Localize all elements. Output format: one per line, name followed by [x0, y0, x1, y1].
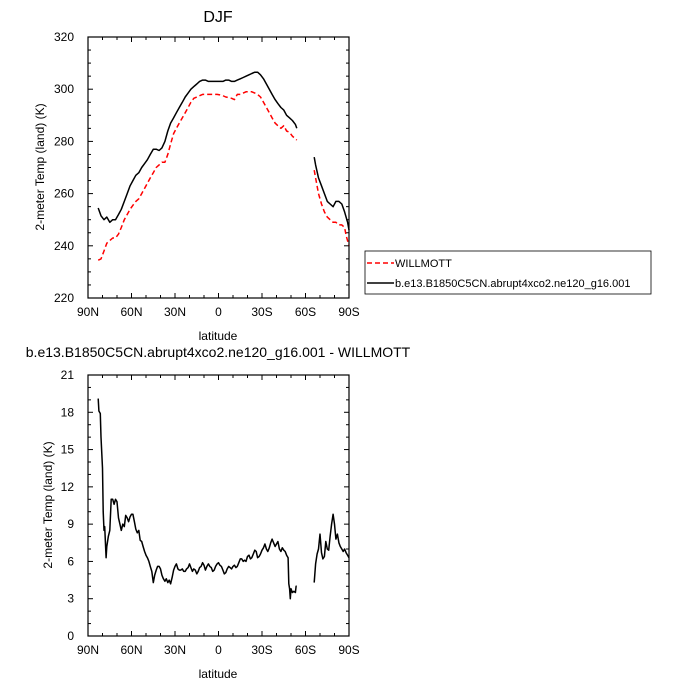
- top-series-1-line-segment-0: [97, 71, 298, 224]
- chart-top-ylabel: 2-meter Temp (land) (K): [33, 103, 47, 230]
- top-y-tick-label: 240: [54, 239, 74, 253]
- top-series-0-line-segment-0: [97, 91, 298, 261]
- bottom-x-tick-label: 60S: [295, 643, 316, 657]
- top-x-tick-label: 90S: [338, 305, 359, 319]
- top-x-tick-label: 0: [215, 305, 222, 319]
- bottom-y-tick-label: 18: [61, 405, 75, 419]
- top-series-0-line-segment-1: [313, 169, 350, 247]
- top-x-tick-label: 30S: [251, 305, 272, 319]
- chart-top-xlabel: latitude: [199, 329, 238, 343]
- bottom-y-tick-label: 15: [61, 443, 75, 457]
- top-x-tick-label: 60N: [120, 305, 142, 319]
- chart-bottom-title: b.e13.B1850C5CN.abrupt4xco2.ne120_g16.00…: [26, 344, 411, 360]
- bottom-y-tick-label: 6: [67, 554, 74, 568]
- top-y-tick-label: 220: [54, 291, 74, 305]
- top-y-tick-label: 260: [54, 187, 74, 201]
- top-y-tick-label: 300: [54, 82, 74, 96]
- bottom-y-tick-label: 12: [61, 480, 75, 494]
- chart-top-title: DJF: [203, 9, 233, 26]
- legend-label-model: b.e13.B1850C5CN.abrupt4xco2.ne120_g16.00…: [395, 278, 630, 290]
- chart-bottom-frame: [87, 374, 350, 637]
- chart-top: DJF 90N 60N 30N 0 30S 60S 90S 220 240 260 280 300 32…: [33, 9, 652, 343]
- legend-label-willmott: WILLMOTT: [395, 258, 452, 270]
- bottom-y-tick-label: 0: [67, 629, 74, 643]
- top-x-tick-label: 90N: [77, 305, 99, 319]
- top-x-tick-label: 30N: [164, 305, 186, 319]
- bottom-x-tick-label: 60N: [120, 643, 142, 657]
- bottom-series-0-line-segment-0: [97, 398, 297, 600]
- bottom-series-0-line-segment-1: [313, 513, 350, 583]
- bottom-x-tick-label: 0: [215, 643, 222, 657]
- chart-top-frame: [87, 36, 350, 299]
- chart-bottom-plot-area: 90N 60N 30N 0 30S 60S 90S 0 3 6 9 12 15 18 21: [61, 368, 360, 657]
- top-x-tick-label: 60S: [295, 305, 316, 319]
- bottom-x-tick-label: 30S: [251, 643, 272, 657]
- legend-box: [364, 250, 652, 295]
- bottom-x-tick-label: 30N: [164, 643, 186, 657]
- bottom-y-tick-label: 21: [61, 368, 75, 382]
- top-y-tick-label: 280: [54, 134, 74, 148]
- top-y-tick-label: 320: [54, 30, 74, 44]
- top-series-1-line-segment-1: [313, 156, 350, 231]
- chart-bottom-xlabel: latitude: [199, 667, 238, 681]
- bottom-x-tick-label: 90N: [77, 643, 99, 657]
- chart-top-legend: WILLMOTT b.e13.B1850C5CN.abrupt4xco2.ne1…: [364, 250, 652, 295]
- chart-top-plot-area: 90N 60N 30N 0 30S 60S 90S 220 240 260 280 300 320: [54, 30, 360, 319]
- bottom-y-tick-label: 9: [67, 517, 74, 531]
- chart-bottom-ylabel: 2-meter Temp (land) (K): [41, 441, 55, 568]
- bottom-x-tick-label: 90S: [338, 643, 359, 657]
- bottom-y-tick-label: 3: [67, 592, 74, 606]
- chart-bottom: b.e13.B1850C5CN.abrupt4xco2.ne120_g16.00…: [26, 344, 411, 681]
